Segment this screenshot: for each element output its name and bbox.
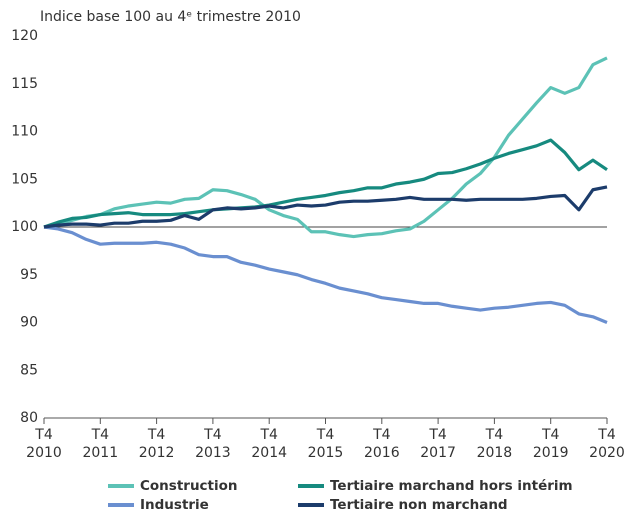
x-tick-label: T4 2014 [251,427,287,461]
x-tick-label-line: T4 [147,427,166,443]
y-tick-label: 95 [20,267,38,283]
x-tick-label: T4 2010 [26,427,62,461]
series-line [43,185,608,229]
y-tick-label: 90 [20,315,38,331]
x-tick-label-line: 2014 [251,445,287,461]
x-tick-label: T4 2020 [589,427,625,461]
x-tick-label-line: 2013 [195,445,231,461]
x-tick-label-line: 2016 [364,445,400,461]
x-tick-label-line: T4 [372,427,391,443]
x-tick-label-line: 2017 [420,445,456,461]
x-tick-label: T4 2018 [477,427,513,461]
legend-label: Industrie [140,497,209,513]
series-line [43,225,608,324]
x-tick-label: T4 2017 [420,427,456,461]
x-tick-label-line: T4 [203,427,222,443]
x-tick-label-line: T4 [485,427,504,443]
y-tick-label: 120 [11,28,38,44]
y-tick-label: 80 [20,410,38,426]
series-line [43,56,608,239]
x-tick-label-line: 2010 [26,445,62,461]
y-tick-label: 105 [11,171,38,187]
x-tick-label-line: T4 [316,427,335,443]
y-tick-label: 100 [11,219,38,235]
x-tick-label-line: T4 [34,427,53,443]
y-tick-label: 115 [11,76,38,92]
x-tick-label: T4 2015 [308,427,344,461]
x-tick-label-line: 2015 [308,445,344,461]
chart-title: Indice base 100 au 4ᵉ trimestre 2010 [40,9,301,25]
x-tick-label-line: 2018 [477,445,513,461]
x-tick-label-line: 2020 [589,445,625,461]
y-tick-label: 85 [20,362,38,378]
x-tick-label: T4 2019 [533,427,569,461]
x-tick-label-line: T4 [597,427,616,443]
x-tick-label-line: 2012 [139,445,175,461]
y-tick-label: 110 [11,124,38,140]
x-tick-label-line: T4 [541,427,560,443]
legend-label: Tertiaire marchand hors intérim [330,478,573,494]
x-tick-label-line: T4 [428,427,447,443]
x-tick-label-line: T4 [91,427,110,443]
series-line [43,138,608,229]
legend-label: Construction [140,478,238,494]
x-tick-label: T4 2011 [82,427,118,461]
x-tick-label-line: 2011 [82,445,118,461]
x-tick-label: T4 2016 [364,427,400,461]
x-tick-label-line: 2019 [533,445,569,461]
x-tick-label-line: T4 [259,427,278,443]
legend-label: Tertiaire non marchand [330,497,508,513]
x-tick-label: T4 2013 [195,427,231,461]
x-tick-label: T4 2012 [139,427,175,461]
